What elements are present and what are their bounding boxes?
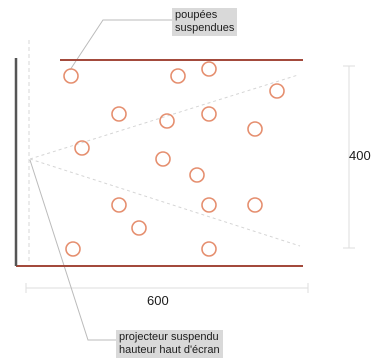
doll-circle (155, 151, 171, 167)
doll-circle (247, 197, 263, 213)
doll-circle (269, 83, 285, 99)
doll-circle (170, 68, 186, 84)
dolls-group (63, 61, 285, 257)
doll-circle (63, 68, 79, 84)
doll-circle (201, 106, 217, 122)
doll-circle (159, 113, 175, 129)
doll-circle (201, 61, 217, 77)
doll-circle (111, 106, 127, 122)
beam-lower-line (29, 158, 301, 247)
doll-circle (201, 241, 217, 257)
doll-circle (74, 140, 90, 156)
doll-circle (131, 220, 147, 236)
doll-circle (189, 167, 205, 183)
height-dimension-label: 400 (349, 148, 371, 163)
beam-upper-line (29, 74, 299, 160)
top-callout-leader (69, 19, 173, 71)
top-callout-label: poupées suspendues (172, 8, 238, 36)
width-dimension-label: 600 (147, 293, 169, 308)
bottom-callout-leader (29, 159, 116, 341)
doll-circle (65, 241, 81, 257)
doll-circle (111, 197, 127, 213)
doll-circle (247, 121, 263, 137)
bottom-callout-label: projecteur suspendu hauteur haut d'écran (116, 330, 223, 358)
doll-circle (201, 197, 217, 213)
